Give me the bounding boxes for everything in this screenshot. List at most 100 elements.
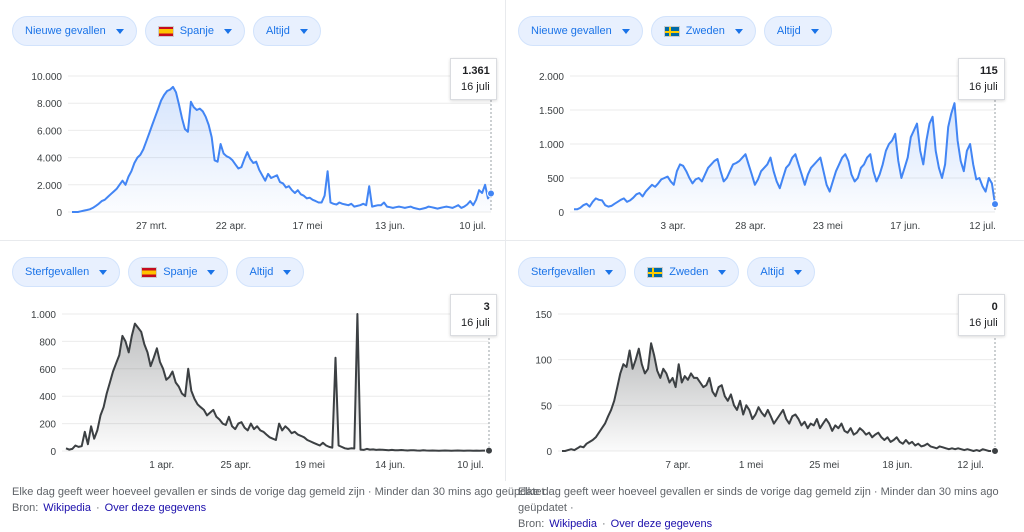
y-tick-label: 0	[56, 208, 62, 219]
x-tick-label: 10 jul.	[457, 460, 484, 471]
chart-panel-sweden-deaths: Sterfgevallen Zweden Altijd 0 50 100 150 7 a…	[506, 241, 1024, 481]
caret-down-icon	[794, 269, 803, 275]
filter-chips: Sterfgevallen Spanje Altijd	[12, 257, 305, 287]
y-tick-label: 8.000	[37, 99, 62, 110]
x-tick-label: 22 apr.	[216, 221, 247, 232]
about-data-link[interactable]: Over deze gegevens	[610, 518, 713, 530]
tooltip-value: 0	[991, 301, 998, 313]
caret-down-icon	[810, 28, 819, 34]
range-dropdown[interactable]: Altijd	[252, 16, 321, 46]
x-tick-label: 3 apr.	[661, 221, 686, 232]
caret-down-icon	[223, 28, 232, 34]
last-point-marker	[991, 447, 999, 455]
range-dropdown[interactable]: Altijd	[236, 257, 305, 287]
y-tick-label: 500	[547, 174, 564, 185]
about-data-link[interactable]: Over deze gegevens	[104, 502, 207, 514]
spain-flag-icon	[157, 25, 174, 37]
caret-down-icon	[115, 28, 124, 34]
country-dropdown[interactable]: Spanje	[128, 257, 229, 287]
metric-label: Nieuwe gevallen	[25, 25, 106, 37]
x-tick-label: 17 mei	[292, 221, 322, 232]
x-tick-label: 1 mei	[739, 460, 763, 471]
source-label: Bron:	[518, 518, 545, 530]
y-tick-label: 150	[535, 310, 552, 321]
metric-dropdown[interactable]: Nieuwe gevallen	[518, 16, 643, 46]
y-tick-label: 400	[39, 392, 56, 403]
tooltip-value: 3	[483, 301, 490, 313]
source-footer: Elke dag geeft weer hoeveel gevallen er …	[12, 484, 551, 516]
metric-dropdown[interactable]: Sterfgevallen	[12, 257, 121, 287]
last-point-marker	[991, 200, 999, 209]
wikipedia-link[interactable]: Wikipedia	[549, 518, 597, 530]
country-label: Zweden	[685, 25, 725, 37]
range-dropdown[interactable]: Altijd	[763, 16, 832, 46]
y-tick-label: 4.000	[37, 154, 62, 165]
y-tick-label: 0	[546, 447, 552, 458]
chart-panel-sweden-cases: Nieuwe gevallen Zweden Altijd 0 500 1.000 1…	[506, 0, 1024, 241]
y-tick-label: 2.000	[539, 72, 564, 83]
chart-panel-spain-deaths: Sterfgevallen Spanje Altijd 0 200 400 600 80…	[0, 241, 506, 481]
y-tick-label: 200	[39, 420, 56, 431]
x-tick-label: 17 jun.	[890, 221, 920, 232]
range-label: Altijd	[776, 25, 801, 37]
y-tick-label: 800	[39, 337, 56, 348]
spain-flag-icon	[141, 266, 158, 278]
x-tick-label: 25 apr.	[221, 460, 252, 471]
x-tick-label: 28 apr.	[735, 221, 766, 232]
y-tick-label: 1.500	[539, 106, 564, 117]
tooltip-date: 16 juli	[969, 81, 998, 93]
series-area	[72, 86, 491, 212]
metric-label: Sterfgevallen	[25, 266, 90, 278]
sweden-flag-icon	[663, 25, 680, 37]
y-tick-label: 0	[558, 208, 564, 219]
line-chart[interactable]: 0 500 1.000 1.500 2.000 3 apr. 28 apr. 23 mei 17…	[506, 50, 1024, 240]
x-tick-label: 1 apr.	[149, 460, 174, 471]
series-line	[562, 342, 995, 452]
filter-chips: Nieuwe gevallen Spanje Altijd	[12, 16, 321, 46]
filter-chips: Nieuwe gevallen Zweden Altijd	[518, 16, 832, 46]
caret-down-icon	[283, 269, 292, 275]
caret-down-icon	[299, 28, 308, 34]
source-label: Bron:	[12, 502, 39, 514]
country-label: Zweden	[669, 266, 709, 278]
country-dropdown[interactable]: Zweden	[650, 16, 756, 46]
x-tick-label: 27 mrt.	[136, 221, 167, 232]
y-tick-label: 1.000	[539, 140, 564, 151]
y-tick-label: 50	[541, 401, 553, 412]
tooltip-value: 115	[980, 65, 998, 77]
series-area	[66, 314, 489, 451]
country-label: Spanje	[163, 266, 198, 278]
separator: ·	[95, 502, 100, 514]
metric-dropdown[interactable]: Sterfgevallen	[518, 257, 627, 287]
country-dropdown[interactable]: Zweden	[634, 257, 740, 287]
country-label: Spanje	[179, 25, 214, 37]
y-tick-label: 10.000	[31, 72, 62, 83]
wikipedia-link[interactable]: Wikipedia	[43, 502, 91, 514]
x-tick-label: 25 mei	[809, 460, 839, 471]
x-tick-label: 12 jul.	[969, 221, 996, 232]
caret-down-icon	[718, 269, 727, 275]
caret-down-icon	[605, 269, 614, 275]
series-line	[574, 102, 996, 211]
chart-panel-spain-cases: Nieuwe gevallen Spanje Altijd 0 2.000 4.00…	[0, 0, 506, 241]
line-chart[interactable]: 0 2.000 4.000 6.000 8.000 10.000 27 mrt. 22 apr…	[0, 50, 505, 240]
range-label: Altijd	[249, 266, 274, 278]
line-chart[interactable]: 0 200 400 600 800 1.000 1 apr. 25 apr. 19 mei 14 …	[0, 291, 505, 481]
x-tick-label: 12 jul.	[957, 460, 984, 471]
line-chart[interactable]: 0 50 100 150 7 apr. 1 mei 25 mei 18 jun. 12 jul.	[506, 291, 1024, 481]
metric-dropdown[interactable]: Nieuwe gevallen	[12, 16, 137, 46]
x-tick-label: 14 jun.	[375, 460, 405, 471]
caret-down-icon	[621, 28, 630, 34]
range-dropdown[interactable]: Altijd	[747, 257, 816, 287]
y-tick-label: 6.000	[37, 126, 62, 137]
x-tick-label: 18 jun.	[882, 460, 912, 471]
caret-down-icon	[207, 269, 216, 275]
range-label: Altijd	[760, 266, 785, 278]
x-tick-label: 10 jul.	[459, 221, 486, 232]
filter-chips: Sterfgevallen Zweden Altijd	[518, 257, 816, 287]
y-tick-label: 0	[50, 447, 56, 458]
chart-tooltip: 3 16 juli	[450, 294, 497, 336]
country-dropdown[interactable]: Spanje	[144, 16, 245, 46]
chart-tooltip: 115 16 juli	[958, 58, 1005, 100]
x-tick-label: 23 mei	[813, 221, 843, 232]
